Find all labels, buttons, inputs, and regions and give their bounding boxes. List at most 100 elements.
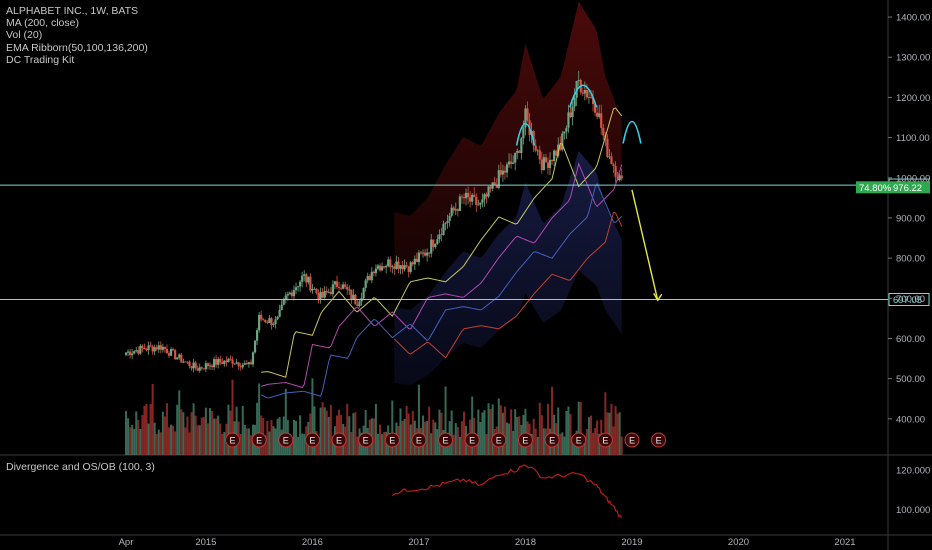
candle-body: [153, 347, 156, 352]
legend-kit[interactable]: DC Trading Kit: [6, 53, 75, 66]
legend-vol[interactable]: Vol (20): [6, 29, 43, 42]
candle-body: [417, 252, 421, 263]
volume-bar: [176, 404, 179, 455]
volume-bar: [577, 401, 580, 455]
candle-body: [585, 89, 588, 98]
candlestick-series: [124, 70, 623, 373]
volume-bar: [592, 432, 595, 455]
candle-body: [274, 319, 277, 325]
candle-body: [161, 346, 164, 350]
earnings-marker-label: E: [576, 436, 582, 446]
earnings-marker-label: E: [389, 436, 395, 446]
volume-bar: [383, 431, 386, 455]
candle-body: [499, 170, 502, 175]
candle-body: [319, 291, 322, 300]
candle-body: [430, 239, 433, 254]
legend-ma[interactable]: MA (200, close): [6, 17, 79, 30]
volume-bar: [538, 402, 541, 455]
candle-body: [317, 293, 320, 300]
candle-body: [473, 194, 476, 197]
candle-body: [284, 295, 287, 300]
candle-body: [440, 234, 443, 236]
price-tick-label: 500.00: [896, 374, 925, 385]
candle-body: [587, 97, 591, 98]
volume-bar: [327, 417, 330, 455]
volume-bar: [559, 433, 562, 455]
volume-bar: [184, 427, 187, 455]
candle-body: [231, 359, 234, 364]
volume-bar: [583, 436, 586, 455]
volume-bar: [503, 406, 506, 455]
candle-body: [247, 362, 251, 365]
candle-body: [448, 215, 451, 221]
volume-bar: [127, 418, 130, 455]
earnings-marker-label: E: [496, 436, 502, 446]
candle-body: [348, 289, 351, 291]
candle-body: [540, 159, 543, 170]
volume-bar: [598, 433, 601, 455]
volume-bar: [147, 423, 150, 455]
volume-bar: [180, 409, 183, 455]
candle-body: [555, 150, 558, 156]
candle-body: [432, 239, 435, 248]
candle-body: [356, 304, 359, 307]
candle-body: [413, 258, 416, 265]
earnings-marker: [464, 432, 480, 448]
candle-body: [282, 299, 285, 305]
candle-body: [251, 352, 255, 365]
volume-bar: [411, 411, 414, 455]
volume-bar: [569, 414, 572, 455]
candle-body: [262, 319, 265, 321]
legend-symbol[interactable]: ALPHABET INC., 1W, BATS: [6, 5, 139, 17]
volume-bar: [348, 416, 351, 455]
candle-body: [458, 196, 461, 211]
ma-line: [393, 211, 623, 359]
time-tick-label: 2020: [728, 537, 749, 548]
price-tick-label: 1100.00: [896, 133, 930, 144]
candle-body: [296, 286, 300, 288]
candle-body: [225, 360, 228, 363]
legend-ema-ribbon[interactable]: EMA Ribborn(50,100,136,200): [6, 41, 148, 54]
candle-body: [481, 199, 484, 203]
candle-body: [301, 275, 304, 282]
volume-bar: [200, 417, 203, 455]
volume-bar: [168, 427, 171, 455]
candle-body: [342, 284, 345, 289]
candle-body: [344, 284, 347, 287]
volume-bar: [485, 434, 488, 455]
candle-body: [593, 104, 597, 113]
candle-body: [157, 345, 160, 350]
volume-bar: [172, 425, 175, 455]
earnings-marker-label: E: [256, 436, 262, 446]
volume-bar: [247, 428, 250, 455]
candle-body: [483, 194, 486, 200]
volume-bar: [596, 420, 599, 455]
volume-bar: [565, 410, 568, 455]
ema-ribbon-bands: [394, 1, 622, 386]
candle-body: [493, 182, 496, 186]
candle-body: [258, 314, 261, 331]
price-badge-pct: 74.80%: [859, 183, 892, 194]
candle-body: [553, 150, 556, 162]
time-tick-label: 2018: [515, 537, 536, 548]
volume-bar: [284, 388, 287, 455]
candle-body: [479, 202, 482, 205]
candle-body: [227, 358, 230, 363]
earnings-marker: [544, 432, 560, 448]
candle-body: [186, 361, 189, 363]
volume-bar: [227, 404, 230, 455]
candle-body: [249, 362, 253, 365]
volume-bar: [223, 432, 226, 455]
candle-body: [376, 265, 380, 269]
volume-bar: [194, 415, 197, 455]
volume-bar: [614, 406, 617, 455]
oscillator-legend[interactable]: Divergence and OS/OB (100, 3): [6, 461, 155, 473]
candle-body: [128, 351, 132, 356]
volume-bar: [458, 436, 461, 455]
volume-bar: [245, 428, 248, 455]
candle-body: [532, 131, 535, 146]
level-badge: [888, 292, 930, 306]
earnings-marker-label: E: [443, 436, 449, 446]
